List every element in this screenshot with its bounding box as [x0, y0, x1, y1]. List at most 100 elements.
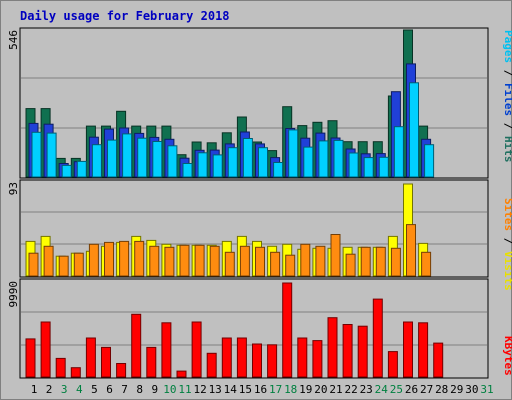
bar-pages-day-23 [363, 157, 374, 178]
bar-pages-day-10 [167, 145, 178, 178]
bar-pages-day-21 [333, 139, 344, 178]
legend-part: Hits [502, 136, 512, 163]
bar-pages-day-20 [318, 140, 329, 178]
bar-pages-day-1 [31, 131, 42, 178]
bar-kbytes-day-20 [312, 340, 323, 378]
x-tick-label: 22 [344, 383, 357, 396]
bar-pages-day-19 [303, 146, 314, 178]
bar-sites-day-2 [43, 245, 54, 277]
bar-kbytes-day-4 [70, 367, 81, 378]
x-tick-label: 7 [121, 383, 128, 396]
bar-pages-day-17 [273, 162, 284, 178]
bar-sites-day-18 [285, 254, 296, 277]
bar-pages-day-13 [212, 154, 223, 178]
bar-kbytes-day-6 [101, 346, 111, 378]
x-tick-label: 18 [284, 383, 297, 396]
x-tick-label: 17 [269, 383, 282, 396]
bar-kbytes-day-21 [327, 317, 338, 378]
x-tick-label: 31 [480, 383, 493, 396]
legend-part: KBytes [502, 336, 512, 376]
chart-title: Daily usage for February 2018 [20, 9, 230, 23]
x-tick-label: 5 [91, 383, 98, 396]
bar-sites-day-9 [149, 245, 160, 277]
panel-hits-ymax: 546 [7, 30, 20, 50]
panel-kbytes-legend: KBytes [502, 336, 512, 376]
x-tick-label: 27 [420, 383, 433, 396]
legend-part: / [502, 231, 512, 251]
bar-sites-day-19 [300, 243, 311, 277]
bar-kbytes-day-27 [418, 322, 429, 378]
x-tick-label: 28 [435, 383, 448, 396]
bar-sites-day-23 [360, 246, 371, 277]
bar-sites-day-3 [58, 255, 69, 277]
legend-part: Pages [502, 30, 512, 63]
bar-sites-day-22 [345, 253, 356, 277]
x-tick-label: 20 [314, 383, 327, 396]
bar-pages-day-7 [122, 133, 133, 178]
bar-kbytes-day-24 [372, 298, 383, 378]
bar-kbytes-day-5 [85, 337, 96, 378]
bar-pages-day-14 [227, 147, 238, 178]
bar-sites-day-21 [330, 234, 341, 277]
x-tick-label: 4 [76, 383, 83, 396]
bar-kbytes-day-22 [342, 324, 353, 378]
x-tick-label: 14 [224, 383, 238, 396]
bar-kbytes-day-3 [55, 357, 66, 378]
x-tick-label: 13 [209, 383, 222, 396]
legend-part: / [502, 63, 512, 83]
x-axis-labels: 1 2 3 4 5 6 7 8 9 10 11 12 13 14 15 16 17 18 19 20 21 22 23 24 2… [31, 383, 494, 396]
bar-pages-day-16 [258, 147, 268, 178]
x-tick-label: 23 [360, 383, 373, 396]
bar-pages-day-15 [242, 138, 253, 178]
bar-kbytes-day-10 [161, 322, 172, 378]
x-tick-label: 15 [239, 383, 252, 396]
bar-kbytes-day-18 [282, 282, 293, 378]
bar-pages-day-6 [107, 139, 117, 178]
x-tick-label: 12 [193, 383, 206, 396]
x-tick-label: 6 [106, 383, 113, 396]
bar-kbytes-day-1 [25, 338, 36, 378]
bar-pages-day-18 [288, 129, 299, 178]
panel-kbytes-ymax: 9990 [7, 281, 20, 308]
bar-pages-day-8 [137, 137, 148, 178]
bar-sites-day-7 [119, 240, 130, 277]
bar-sites-day-12 [194, 244, 205, 277]
x-tick-label: 29 [450, 383, 463, 396]
x-tick-label: 11 [178, 383, 191, 396]
bar-sites-day-1 [28, 252, 39, 277]
bar-pages-day-11 [182, 163, 193, 178]
x-tick-label: 21 [329, 383, 342, 396]
x-tick-label: 19 [299, 383, 312, 396]
x-tick-label: 30 [465, 383, 478, 396]
bar-kbytes-day-26 [403, 321, 413, 378]
panel-visits-ymax: 93 [7, 182, 20, 195]
bar-kbytes-day-16 [252, 343, 262, 378]
bar-kbytes-day-2 [40, 321, 51, 378]
bar-pages-day-22 [348, 152, 359, 178]
panel-visits-legend: Sites / Visits [502, 198, 512, 291]
x-tick-label: 2 [46, 383, 53, 396]
x-tick-label: 8 [136, 383, 143, 396]
bar-pages-day-24 [378, 156, 389, 178]
bar-kbytes-day-7 [116, 363, 127, 378]
bar-sites-day-11 [179, 244, 190, 277]
x-tick-label: 25 [390, 383, 403, 396]
x-tick-label: 24 [375, 383, 389, 396]
bar-sites-day-6 [104, 241, 114, 277]
panel-kbytes-bars [25, 282, 444, 378]
x-tick-label: 9 [151, 383, 158, 396]
bar-sites-day-27 [421, 251, 432, 277]
bar-kbytes-day-17 [267, 344, 278, 378]
bar-kbytes-day-8 [131, 313, 142, 378]
bar-pages-day-3 [61, 164, 72, 178]
bar-kbytes-day-12 [191, 321, 202, 378]
bar-kbytes-day-11 [176, 370, 187, 378]
panel-hits-legend: Pages / Files / Hits [502, 30, 512, 163]
bar-sites-day-24 [375, 246, 386, 277]
bar-pages-day-9 [152, 141, 163, 178]
legend-part: Files [502, 83, 512, 116]
bar-sites-day-8 [134, 240, 145, 277]
bar-sites-day-15 [239, 245, 250, 277]
bar-kbytes-day-28 [433, 342, 444, 378]
